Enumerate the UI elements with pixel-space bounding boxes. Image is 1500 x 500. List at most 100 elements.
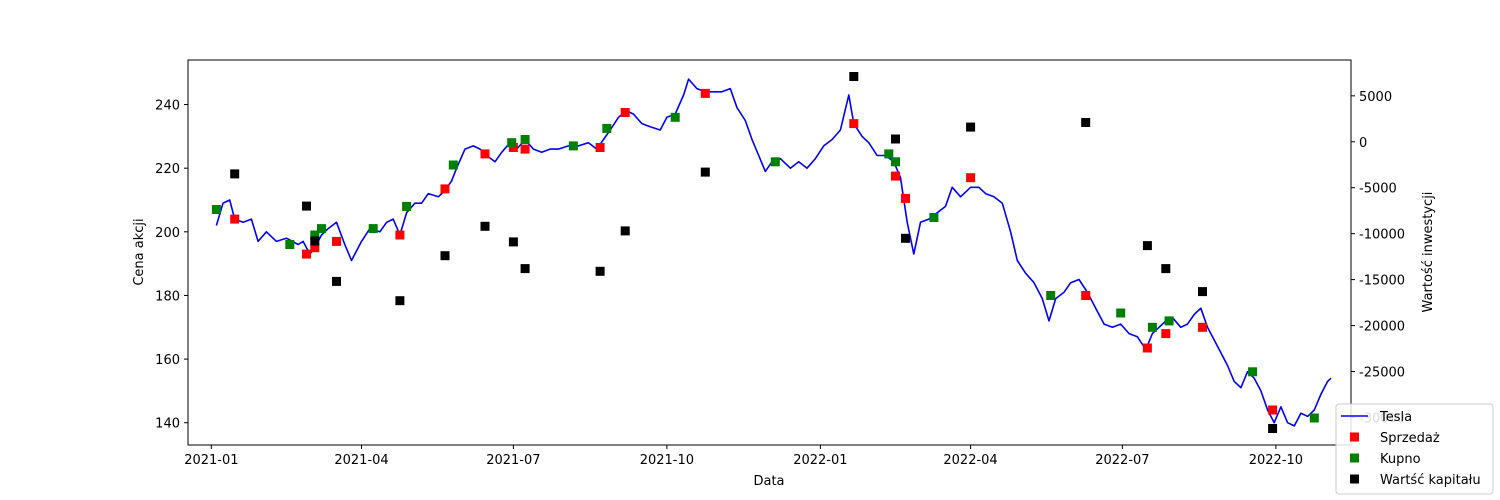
buy-marker: [1164, 316, 1174, 326]
buy-marker: [285, 240, 295, 249]
x-tick-label: 2022-01: [793, 453, 847, 468]
x-tick-label: 2021-07: [486, 453, 540, 468]
buy-marker: [448, 160, 458, 170]
y-right-tick-label: -10000: [1359, 228, 1405, 243]
legend-label: Tesla: [1379, 410, 1412, 425]
capital-marker: [508, 237, 518, 247]
capital-marker: [1268, 424, 1278, 433]
buy-marker: [520, 135, 530, 144]
sell-marker: [310, 243, 320, 253]
buy-marker: [568, 141, 578, 151]
capital-marker: [302, 201, 311, 211]
buy-marker: [507, 138, 517, 148]
x-tick-label: 2021-01: [184, 453, 238, 468]
y-right-tick-label: 0: [1359, 136, 1367, 151]
buy-marker: [1309, 413, 1319, 423]
sell-marker: [595, 143, 605, 152]
buy-marker: [929, 213, 939, 222]
capital-marker: [310, 236, 320, 246]
buy-marker: [1248, 367, 1258, 377]
legend-swatch: [1350, 432, 1359, 442]
capital-marker: [901, 233, 910, 243]
sell-marker: [332, 236, 341, 246]
buy-marker: [310, 230, 320, 240]
sell-marker: [480, 149, 490, 159]
capital-marker: [480, 221, 490, 231]
capital-marker: [230, 169, 240, 179]
sell-marker: [891, 171, 900, 181]
plot-frame: [187, 59, 1352, 446]
x-tick-label: 2021-04: [334, 453, 388, 468]
capital-marker: [1161, 264, 1171, 274]
sell-marker: [302, 249, 311, 259]
sell-marker: [1142, 343, 1152, 353]
buy-marker: [884, 149, 894, 159]
sell-marker: [1268, 405, 1278, 415]
sell-marker: [901, 193, 910, 203]
sell-marker: [620, 108, 630, 117]
y-right-tick-label: -15000: [1359, 274, 1405, 289]
x-tick-label: 2021-10: [640, 453, 694, 468]
buy-marker: [1116, 308, 1126, 318]
y-left-tick-label: 140: [155, 417, 180, 432]
capital-marker: [395, 296, 405, 306]
x-axis-label: Data: [753, 474, 784, 489]
legend-label: Kupno: [1380, 452, 1421, 467]
legend: Tesla Sprzedaż Kupno Wartść kapitału: [1335, 403, 1494, 495]
buy-marker: [368, 224, 378, 234]
sell-marker: [440, 184, 450, 194]
capital-marker: [332, 276, 341, 286]
legend-swatch: [1350, 474, 1359, 484]
x-tick-label: 2022-10: [1249, 453, 1303, 468]
legend-box: [1335, 403, 1494, 495]
sell-marker: [230, 214, 240, 224]
buy-marker: [770, 157, 780, 167]
capital-marker: [1198, 287, 1207, 297]
buy-marker: [402, 201, 412, 211]
capital-marker: [700, 167, 710, 177]
y-right-tick-label: -5000: [1359, 182, 1397, 197]
capital-marker: [1142, 241, 1152, 251]
legend-swatch: [1350, 453, 1359, 463]
sell-marker: [966, 173, 976, 183]
y-right-tick-label: -25000: [1359, 365, 1405, 380]
y-right-tick-label: 5000: [1359, 90, 1392, 105]
buy-marker: [1046, 291, 1056, 300]
buy-marker: [1147, 322, 1157, 332]
buy-marker: [891, 157, 900, 167]
sell-marker: [1081, 291, 1091, 300]
plot-area: [187, 59, 1352, 446]
sell-marker: [508, 143, 518, 152]
buy-marker: [602, 123, 612, 133]
sell-marker: [520, 144, 530, 154]
buy-marker: [211, 205, 221, 214]
capital-marker: [891, 134, 900, 144]
y-left-tick-label: 220: [155, 162, 180, 177]
buy-marker: [317, 224, 326, 234]
capital-marker: [440, 251, 450, 261]
capital-marker: [1081, 118, 1091, 127]
legend-label: Wartść kapitału: [1380, 473, 1481, 488]
y-left-tick-label: 160: [155, 353, 180, 368]
x-axis: 2021-01 2021-04 2021-07 2021-10 2022-01 2022-…: [184, 445, 1303, 468]
capital-marker: [849, 72, 859, 81]
x-tick-label: 2022-07: [1095, 453, 1149, 468]
capital-marker: [520, 264, 530, 274]
sell-marker: [395, 230, 405, 240]
capital-marker: [620, 226, 630, 236]
y-axis-left: 140 160 180 200 220 240: [155, 99, 188, 432]
series-layer: [211, 72, 1332, 433]
capital-marker: [966, 122, 976, 132]
y-axis-label-left: Cena akcji: [132, 218, 147, 285]
x-tick-label: 2022-04: [943, 453, 997, 468]
sell-marker: [1198, 322, 1207, 332]
y-right-tick-label: -20000: [1359, 320, 1405, 335]
y-left-tick-label: 180: [155, 289, 180, 304]
buy-marker: [670, 112, 680, 122]
sell-marker: [700, 88, 710, 98]
sell-marker: [849, 119, 859, 129]
y-axis-label-right: Wartość inwestycji: [1421, 192, 1436, 313]
y-left-tick-label: 240: [155, 99, 180, 114]
